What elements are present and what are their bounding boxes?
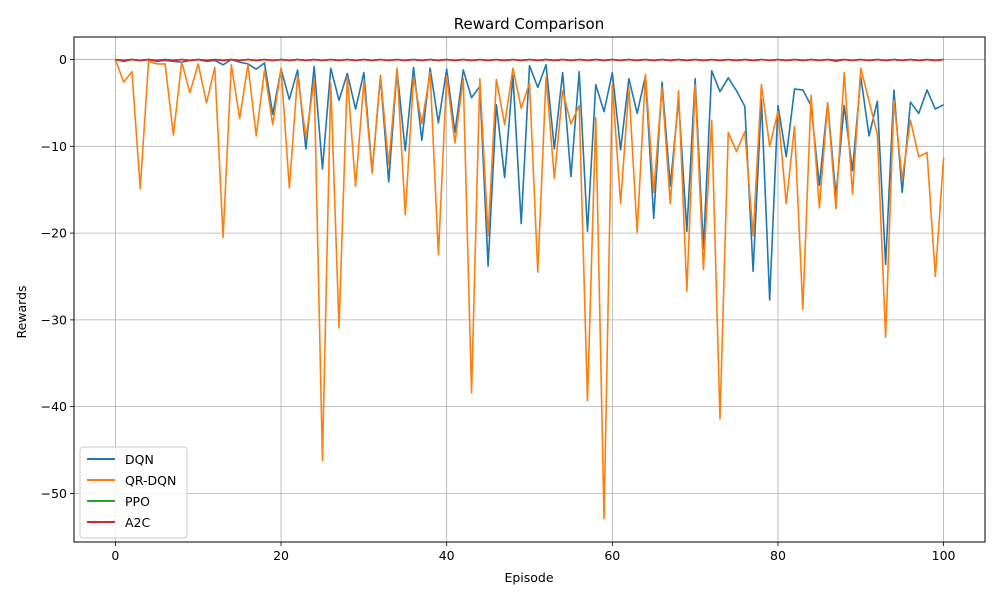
x-tick-label: 60 (604, 548, 620, 563)
y-tick-label: −10 (41, 139, 67, 154)
x-axis-ticks: 0 20 40 60 80 100 (111, 542, 956, 563)
y-tick-label: 0 (59, 52, 67, 67)
series-line-a2c (115, 58, 944, 62)
legend: DQN QR-DQN PPO A2C (79, 446, 188, 539)
series-lines (114, 58, 945, 520)
series-line-dqn (115, 58, 944, 301)
legend-label-qr-dqn: QR-DQN (125, 473, 176, 488)
x-tick-label: 40 (439, 548, 455, 563)
x-tick-label: 20 (273, 548, 289, 563)
y-axis-label: Rewards (14, 285, 29, 338)
series-line-qr-dqn (114, 59, 945, 520)
y-tick-label: −40 (41, 399, 67, 414)
chart-title: Reward Comparison (454, 15, 604, 33)
x-tick-label: 80 (770, 548, 786, 563)
plot-frame (73, 36, 986, 543)
legend-box (79, 446, 188, 539)
x-tick-label: 0 (111, 548, 119, 563)
x-axis-label: Episode (504, 570, 553, 585)
legend-label-dqn: DQN (125, 452, 154, 467)
x-tick-label: 100 (932, 548, 956, 563)
legend-label-a2c: A2C (125, 515, 151, 530)
legend-label-ppo: PPO (125, 494, 150, 509)
y-tick-label: −20 (41, 226, 67, 241)
y-axis-ticks: 0 −10 −20 −30 −40 −50 (41, 52, 74, 501)
y-tick-label: −50 (41, 486, 67, 501)
y-tick-label: −30 (41, 312, 67, 327)
